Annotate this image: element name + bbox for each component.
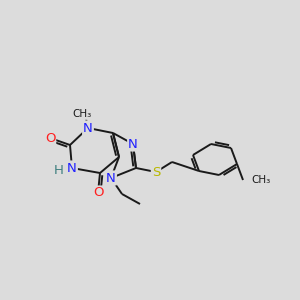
Text: N: N (128, 137, 138, 151)
Text: CH₃: CH₃ (72, 109, 92, 119)
Text: N: N (106, 172, 116, 184)
Text: CH₃: CH₃ (251, 175, 270, 185)
Text: O: O (93, 187, 103, 200)
Text: N: N (83, 122, 93, 134)
Text: O: O (45, 131, 55, 145)
Text: S: S (152, 166, 160, 178)
Text: N: N (67, 161, 77, 175)
Text: H: H (54, 164, 64, 176)
